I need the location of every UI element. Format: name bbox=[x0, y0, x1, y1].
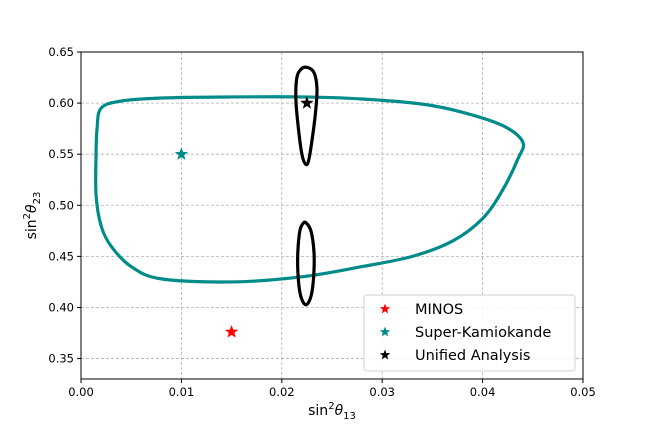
legend-label-unified-analysis: Unified Analysis bbox=[415, 348, 530, 364]
contour-0 bbox=[94, 95, 526, 284]
y-axis-label: sin2θ23 bbox=[22, 192, 43, 240]
legend-marker-super-kamiokande-star bbox=[379, 326, 391, 337]
y-tick-label: 0.65 bbox=[48, 45, 74, 59]
legend-label-minos: MINOS bbox=[415, 302, 463, 318]
y-tick-label: 0.35 bbox=[48, 352, 74, 366]
x-tick-label: 0.04 bbox=[470, 385, 496, 399]
legend-box bbox=[363, 294, 576, 372]
y-tick-label: 0.55 bbox=[48, 147, 74, 161]
contour-1 bbox=[294, 65, 319, 167]
point-super-kamiokande-star bbox=[174, 147, 189, 160]
x-axis-label: sin2θ13 bbox=[308, 401, 356, 422]
ticks: 0.00 0.01 0.02 0.03 0.04 0.05 0.35 0.40 0.45 0.50… bbox=[48, 45, 595, 399]
x-tick-label: 0.03 bbox=[369, 385, 395, 399]
point-unified-analysis-star bbox=[300, 96, 314, 109]
y-tick-label: 0.50 bbox=[48, 198, 74, 212]
legend-label-super-kamiokande: Super-Kamiokande bbox=[415, 325, 551, 341]
plot-frame bbox=[80, 51, 584, 380]
point-minos-star bbox=[224, 324, 239, 338]
x-tick-label: 0.01 bbox=[169, 385, 195, 399]
x-tick-label: 0.00 bbox=[68, 385, 94, 399]
legend-marker-minos-star bbox=[379, 303, 391, 314]
y-tick-label: 0.40 bbox=[48, 300, 74, 314]
legend-marker-unified-analysis-star bbox=[379, 349, 391, 360]
contour-2 bbox=[296, 220, 316, 307]
legend: MINOS Super-Kamiokande Unified Analysis bbox=[363, 294, 576, 372]
x-tick-label: 0.05 bbox=[570, 385, 596, 399]
y-tick-label: 0.60 bbox=[48, 96, 74, 110]
contours bbox=[94, 65, 526, 307]
y-tick-label: 0.45 bbox=[48, 249, 74, 263]
data-points bbox=[174, 96, 314, 338]
x-tick-label: 0.02 bbox=[269, 385, 295, 399]
